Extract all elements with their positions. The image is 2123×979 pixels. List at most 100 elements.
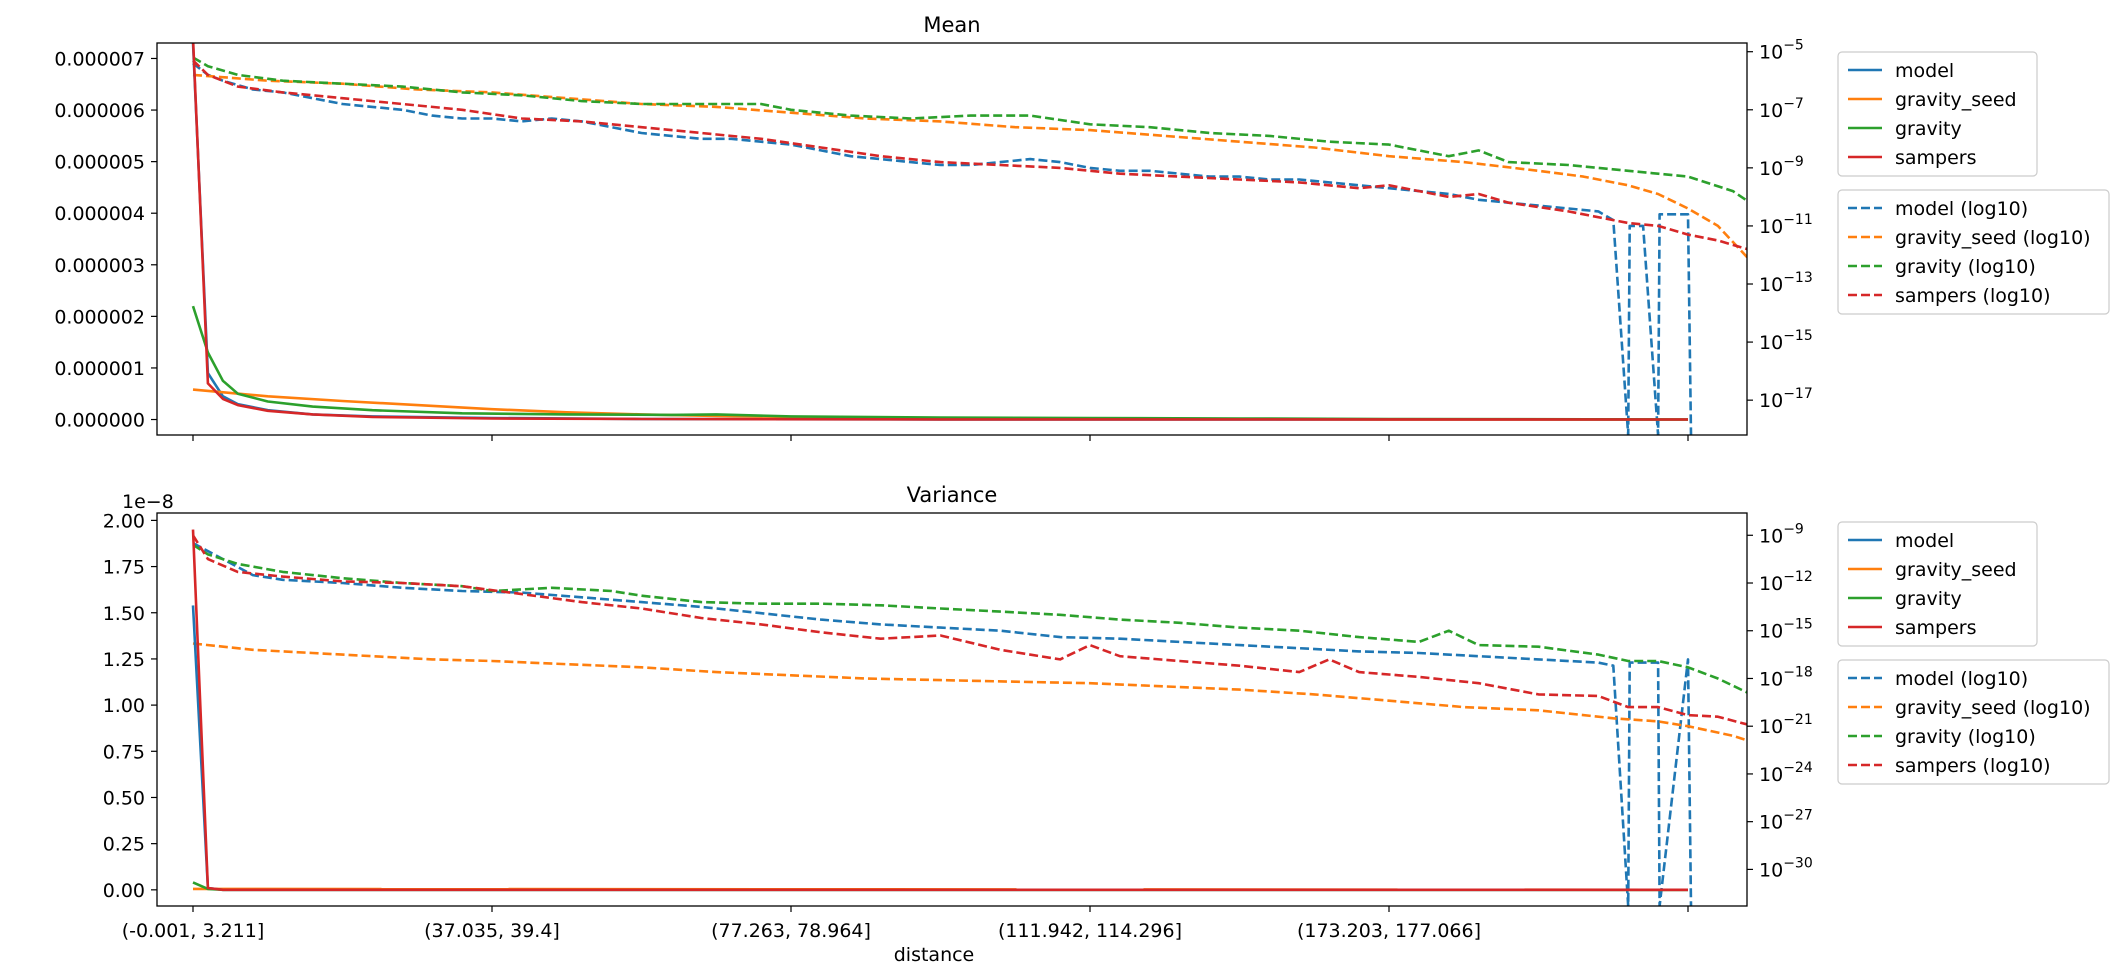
y2-tick-exponent: −7	[1783, 96, 1804, 112]
legend-label: gravity (log10)	[1895, 256, 2036, 278]
y2-tick-exponent: −5	[1783, 38, 1804, 54]
y2-tick-exponent: −18	[1783, 664, 1813, 680]
y2-tick-label: 10−5	[1759, 38, 1804, 64]
legend-label: sampers	[1895, 147, 1977, 169]
log-series-line-gravity	[192, 56, 1747, 203]
series-line-sampers	[191, 529, 1688, 892]
y2-tick-label: 10−27	[1759, 808, 1813, 834]
y2-tick-exponent: −9	[1783, 154, 1804, 170]
legend-frame	[1837, 189, 2110, 315]
log-series-line-gravity-seed	[192, 642, 1747, 742]
y2-tick-label: 10−15	[1759, 328, 1813, 354]
y-offset-text: 1e−8	[122, 491, 174, 513]
y-tick-label: 0.000004	[54, 203, 145, 225]
y2-tick-base: 10	[1759, 216, 1783, 238]
series-line-gravity-seed	[192, 388, 1688, 421]
y-tick-label: 1.00	[103, 695, 145, 717]
y-tick-label: 0.000006	[54, 100, 145, 122]
legend-label: model (log10)	[1895, 198, 2028, 220]
log-series-line-sampers	[192, 59, 1747, 251]
plot-area	[191, 43, 1747, 435]
legend-label: gravity	[1895, 118, 1962, 140]
y2-tick-exponent: −17	[1783, 386, 1813, 402]
y2-tick-base: 10	[1759, 42, 1783, 64]
y2-tick-base: 10	[1759, 716, 1783, 738]
y2-tick-label: 10−15	[1759, 617, 1813, 643]
y2-tick-base: 10	[1759, 812, 1783, 834]
y-tick-label: 0.75	[103, 741, 145, 763]
y2-tick-label: 10−18	[1759, 664, 1813, 690]
y2-tick-label: 10−7	[1759, 96, 1804, 122]
series-line-model	[191, 43, 1688, 421]
y2-tick-label: 10−24	[1759, 760, 1813, 786]
y2-tick-exponent: −27	[1783, 808, 1813, 824]
legend-label: gravity_seed (log10)	[1895, 227, 2091, 249]
legend-label: gravity_seed	[1895, 89, 2017, 111]
legend-label: gravity	[1895, 588, 1962, 610]
y2-tick-base: 10	[1759, 764, 1783, 786]
y2-tick-base: 10	[1759, 390, 1783, 412]
y2-tick-exponent: −9	[1783, 521, 1804, 537]
series-line-gravity	[191, 305, 1689, 421]
y2-tick-label: 10−30	[1759, 855, 1813, 881]
y-tick-label: 2.00	[103, 510, 145, 532]
x-tick-label: (77.263, 78.964]	[711, 920, 871, 942]
legend-label: sampers (log10)	[1895, 285, 2051, 307]
y2-tick-base: 10	[1759, 573, 1783, 595]
y2-tick-exponent: −30	[1783, 855, 1813, 871]
y2-tick-exponent: −13	[1783, 270, 1813, 286]
y2-tick-label: 10−17	[1759, 386, 1813, 412]
log-series-line-sampers	[191, 534, 1747, 726]
panel-title: Mean	[923, 13, 980, 37]
y2-tick-exponent: −21	[1783, 712, 1813, 728]
legend-frame	[1837, 51, 2038, 177]
x-tick-label: (111.942, 114.296]	[998, 920, 1182, 942]
legend-label: model	[1895, 530, 1954, 552]
y2-tick-label: 10−9	[1759, 521, 1804, 547]
legend-label: sampers (log10)	[1895, 755, 2051, 777]
legend-label: gravity_seed	[1895, 559, 2017, 581]
series-line-sampers	[191, 43, 1689, 421]
log-series-line-model	[192, 62, 1693, 435]
y-tick-label: 1.25	[103, 649, 145, 671]
legend-label: sampers	[1895, 617, 1977, 639]
y2-tick-label: 10−21	[1759, 712, 1813, 738]
axes-frame	[156, 512, 1748, 907]
legend-label: gravity_seed (log10)	[1895, 697, 2091, 719]
y2-tick-base: 10	[1759, 525, 1783, 547]
y-tick-label: 1.50	[103, 603, 145, 625]
legend-label: model	[1895, 60, 1954, 82]
y-tick-label: 0.000000	[54, 410, 145, 432]
y2-tick-label: 10−11	[1759, 212, 1813, 238]
legend-log: model (log10) gravity_seed (log10) gravity…	[1837, 189, 2110, 315]
legend-frame	[1837, 521, 2038, 647]
y-tick-label: 0.25	[103, 834, 145, 856]
legend-label: model (log10)	[1895, 668, 2028, 690]
y2-tick-label: 10−13	[1759, 270, 1813, 296]
log-series-line-gravity-seed	[192, 73, 1747, 260]
x-tick-label: (-0.001, 3.211]	[122, 920, 265, 942]
y-tick-label: 0.000003	[54, 255, 145, 277]
legend-label: gravity (log10)	[1895, 726, 2036, 748]
y-tick-label: 0.000007	[54, 48, 145, 70]
y2-tick-exponent: −24	[1783, 760, 1813, 776]
panel-title: Variance	[907, 483, 998, 507]
y2-tick-exponent: −15	[1783, 617, 1813, 633]
y2-tick-base: 10	[1759, 100, 1783, 122]
y2-tick-base: 10	[1759, 158, 1783, 180]
x-tick-label: (173.203, 177.066]	[1297, 920, 1481, 942]
y-tick-label: 0.000002	[54, 306, 145, 328]
variance-panel: Variance (-0.001, 3.211] (37.035, 39.4] (77…	[103, 483, 2110, 942]
y2-tick-base: 10	[1759, 621, 1783, 643]
x-axis-label: distance	[894, 944, 975, 966]
y2-tick-label: 10−9	[1759, 154, 1804, 180]
y2-tick-exponent: −11	[1783, 212, 1813, 228]
y-tick-label: 0.00	[103, 880, 145, 902]
y2-tick-base: 10	[1759, 859, 1783, 881]
y2-tick-label: 10−12	[1759, 569, 1813, 595]
legend-log: model (log10) gravity_seed (log10) gravity…	[1837, 659, 2110, 785]
y2-tick-base: 10	[1759, 668, 1783, 690]
